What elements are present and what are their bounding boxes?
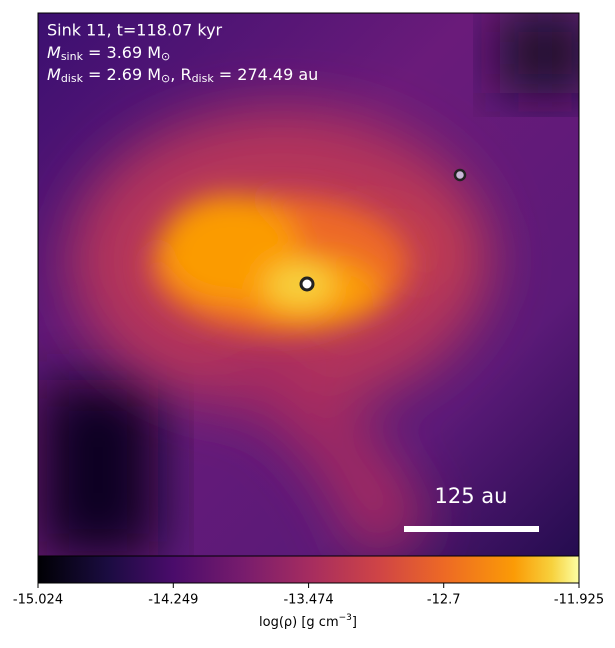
symbol: M	[47, 65, 61, 84]
text: ]	[352, 615, 357, 630]
superscript: −3	[339, 613, 352, 623]
sink-marker	[299, 276, 315, 292]
subscript: sink	[61, 50, 84, 63]
symbol: M	[47, 43, 61, 62]
subscript: disk	[61, 72, 84, 85]
density-map	[38, 13, 579, 556]
annotation: Msink = 3.69 M⊙	[47, 43, 170, 64]
subscript: disk	[192, 72, 215, 85]
text: = 3.69 M	[83, 43, 161, 62]
annotation: Mdisk = 2.69 M⊙, Rdisk = 274.49 au	[47, 65, 318, 86]
text: , R	[170, 65, 191, 84]
colorbar	[37, 555, 580, 584]
text: log(ρ) [g cm	[259, 615, 339, 630]
tick-label: -12.7	[427, 593, 461, 608]
annotation: Sink 11, t=118.07 kyr	[47, 21, 223, 40]
colorbar-ticks: -15.024 -14.249 -13.474 -12.7 -11.925	[13, 583, 604, 608]
text: = 274.49 au	[214, 65, 319, 84]
subscript: ⊙	[161, 72, 170, 85]
subscript: ⊙	[161, 50, 170, 63]
tick-label: -15.024	[13, 593, 63, 608]
annotations: Sink 11, t=118.07 kyr Msink = 3.69 M⊙ Md…	[47, 21, 318, 86]
colorbar-label: log(ρ) [g cm−3]	[259, 613, 357, 630]
tick-label: -11.925	[554, 593, 604, 608]
text: = 2.69 M	[83, 65, 161, 84]
tick-label: -14.249	[148, 593, 198, 608]
sink-marker	[453, 168, 467, 182]
tick-label: -13.474	[283, 593, 333, 608]
scale-bar-label: 125 au	[435, 484, 508, 508]
